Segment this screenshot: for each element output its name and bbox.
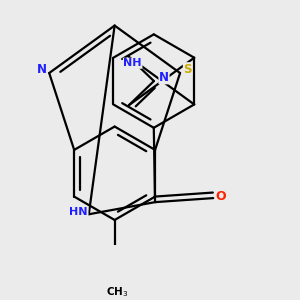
Text: N: N xyxy=(37,63,46,76)
Text: N: N xyxy=(159,71,169,84)
Text: S: S xyxy=(183,63,192,76)
Text: HN: HN xyxy=(69,207,88,217)
Text: NH: NH xyxy=(123,58,142,68)
Text: O: O xyxy=(215,190,226,203)
Text: CH$_3$: CH$_3$ xyxy=(106,286,128,299)
